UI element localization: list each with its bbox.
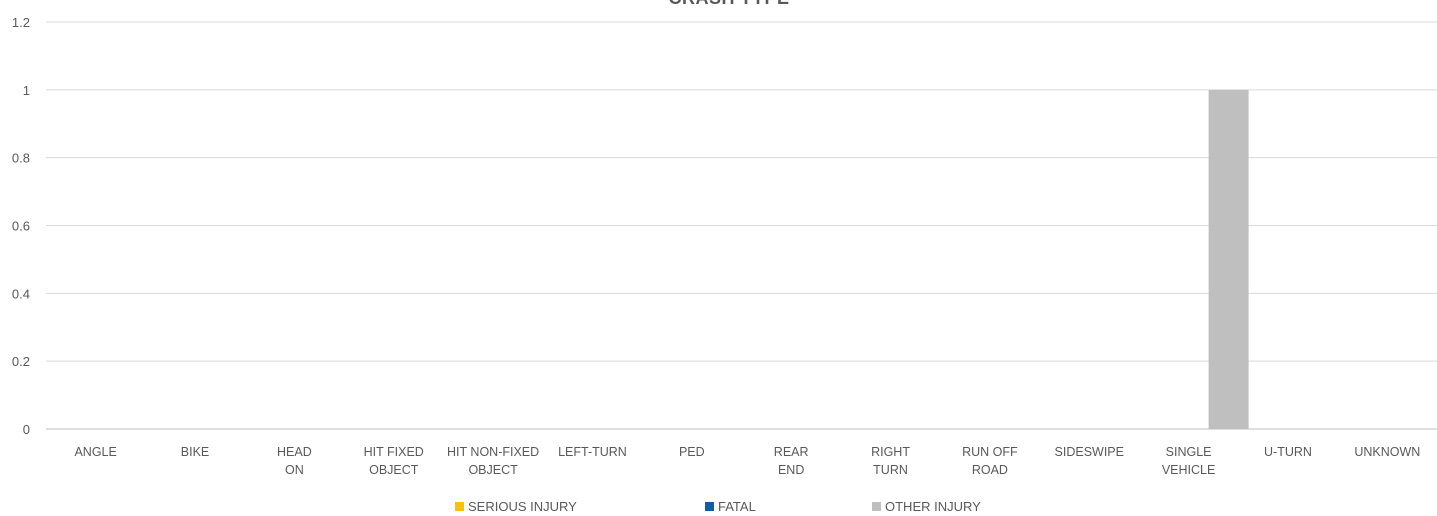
x-category-label: RUN OFF ROAD [962, 445, 1018, 477]
legend-label: SERIOUS INJURY [468, 499, 577, 514]
x-category-label: RIGHT TURN [871, 445, 910, 477]
x-category-label: PED [679, 445, 705, 459]
legend-swatch [455, 502, 464, 511]
x-axis-labels: ANGLE BIKE HEAD ON HIT FIXED OBJECT HIT NON-FI… [74, 445, 1420, 477]
bar-other-injury [1208, 89, 1249, 429]
legend-item-fatal: FATAL [705, 499, 756, 514]
legend-label: OTHER INJURY [885, 499, 981, 514]
y-tick-label: 0 [23, 422, 30, 437]
y-tick-label: 1 [23, 83, 30, 98]
x-category-label: HEAD ON [277, 445, 312, 477]
y-axis-ticks: 0 0.2 0.4 0.6 0.8 1 1.2 [12, 15, 30, 437]
y-tick-label: 1.2 [12, 15, 30, 30]
x-category-label: SINGLE VEHICLE [1162, 445, 1216, 477]
x-category-label: BIKE [181, 445, 210, 459]
x-category-label: REAR END [774, 445, 809, 477]
legend: SERIOUS INJURY FATAL OTHER INJURY [0, 498, 1437, 516]
x-category-label: ANGLE [74, 445, 116, 459]
x-category-label: HIT FIXED OBJECT [364, 445, 424, 477]
gridlines [46, 21, 1437, 430]
legend-swatch [872, 502, 881, 511]
x-category-label: HIT NON-FIXED OBJECT [447, 445, 539, 477]
bars [1208, 89, 1249, 429]
legend-item-other-injury: OTHER INJURY [872, 499, 981, 514]
y-tick-label: 0.4 [12, 286, 30, 301]
x-category-label: LEFT-TURN [558, 445, 627, 459]
y-tick-label: 0.6 [12, 219, 30, 234]
y-tick-label: 0.2 [12, 354, 30, 369]
chart-title: CRASH TYPE [668, 0, 789, 8]
x-category-label: UNKNOWN [1354, 445, 1420, 459]
x-category-label: U-TURN [1264, 445, 1312, 459]
legend-label: FATAL [718, 499, 756, 514]
x-category-label: SIDESWIPE [1055, 445, 1124, 459]
legend-swatch [705, 502, 714, 511]
legend-item-serious-injury: SERIOUS INJURY [455, 499, 577, 514]
y-tick-label: 0.8 [12, 151, 30, 166]
